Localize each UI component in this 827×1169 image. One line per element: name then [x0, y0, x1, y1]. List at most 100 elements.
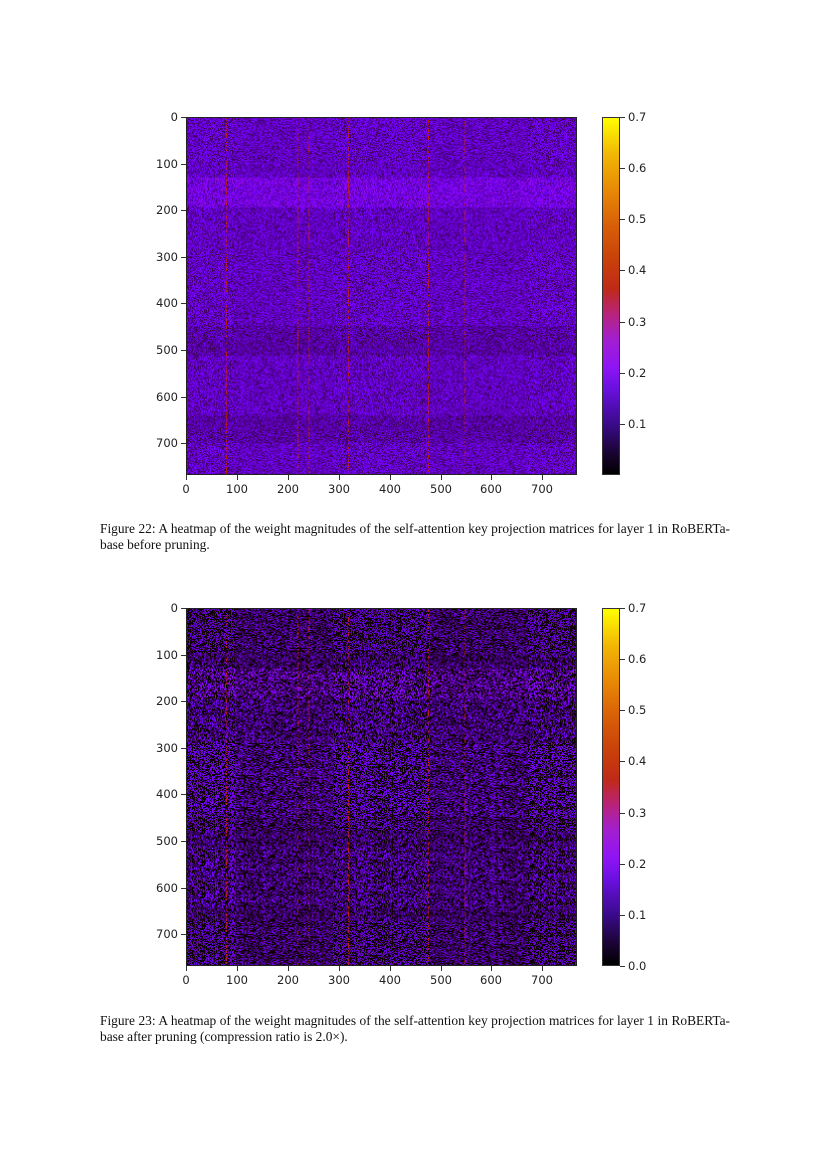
y-tick — [181, 934, 186, 935]
x-tick-label: 400 — [379, 973, 401, 987]
colorbar-tick-label: 0.7 — [628, 601, 647, 615]
colorbar-tick — [620, 761, 625, 762]
x-tick — [390, 966, 391, 971]
y-tick — [181, 350, 186, 351]
colorbar — [602, 117, 620, 475]
x-tick — [237, 966, 238, 971]
x-tick — [339, 475, 340, 480]
y-tick-label: 200 — [156, 203, 178, 217]
x-tick — [186, 475, 187, 480]
y-tick — [181, 608, 186, 609]
colorbar-tick-label: 0.6 — [628, 161, 647, 175]
colorbar-tick — [620, 373, 625, 374]
figure-caption: Figure 22: A heatmap of the weight magni… — [100, 521, 730, 552]
colorbar-tick-label: 0.2 — [628, 857, 647, 871]
colorbar-tick-label: 0.4 — [628, 754, 647, 768]
x-tick — [288, 475, 289, 480]
x-tick-label: 0 — [182, 973, 190, 987]
y-tick-label: 200 — [156, 694, 178, 708]
colorbar-tick — [620, 117, 625, 118]
x-tick — [491, 966, 492, 971]
y-tick — [181, 303, 186, 304]
heatmap-before-pruning — [186, 117, 577, 475]
colorbar-tick — [620, 813, 625, 814]
x-tick-label: 500 — [430, 973, 452, 987]
colorbar-tick — [620, 168, 625, 169]
y-tick-label: 400 — [156, 296, 178, 310]
y-tick-label: 0 — [170, 601, 178, 615]
colorbar-tick-label: 0.2 — [628, 366, 647, 380]
y-tick-label: 600 — [156, 881, 178, 895]
colorbar-tick-label: 0.5 — [628, 703, 647, 717]
x-tick — [186, 966, 187, 971]
colorbar-tick-label: 0.1 — [628, 908, 647, 922]
y-tick — [181, 257, 186, 258]
y-tick — [181, 397, 186, 398]
x-tick — [491, 475, 492, 480]
y-tick-label: 300 — [156, 250, 178, 264]
colorbar-tick-label: 0.3 — [628, 806, 647, 820]
x-tick-label: 600 — [480, 973, 502, 987]
y-tick-label: 100 — [156, 648, 178, 662]
x-tick — [542, 475, 543, 480]
colorbar-tick-label: 0.7 — [628, 110, 647, 124]
y-tick-label: 0 — [170, 110, 178, 124]
x-tick — [390, 475, 391, 480]
colorbar-tick — [620, 219, 625, 220]
colorbar-tick-label: 0.0 — [628, 959, 647, 973]
colorbar-tick — [620, 322, 625, 323]
heatmap-after-pruning — [186, 608, 577, 966]
y-tick-label: 700 — [156, 436, 178, 450]
colorbar-tick — [620, 424, 625, 425]
colorbar-tick-label: 0.6 — [628, 652, 647, 666]
colorbar-tick — [620, 608, 625, 609]
colorbar-tick-label: 0.1 — [628, 417, 647, 431]
colorbar-tick — [620, 915, 625, 916]
x-tick-label: 300 — [328, 973, 350, 987]
x-tick-label: 100 — [226, 482, 248, 496]
y-tick-label: 700 — [156, 927, 178, 941]
x-tick-label: 500 — [430, 482, 452, 496]
y-tick — [181, 701, 186, 702]
x-tick-label: 200 — [277, 482, 299, 496]
y-tick-label: 600 — [156, 390, 178, 404]
colorbar — [602, 608, 620, 966]
colorbar-tick-label: 0.3 — [628, 315, 647, 329]
y-tick — [181, 443, 186, 444]
y-tick-label: 300 — [156, 741, 178, 755]
x-tick — [441, 966, 442, 971]
x-tick-label: 400 — [379, 482, 401, 496]
x-tick-label: 0 — [182, 482, 190, 496]
y-tick-label: 400 — [156, 787, 178, 801]
x-tick — [339, 966, 340, 971]
x-tick — [542, 966, 543, 971]
y-tick — [181, 210, 186, 211]
colorbar-tick — [620, 270, 625, 271]
figure-caption: Figure 23: A heatmap of the weight magni… — [100, 1013, 730, 1044]
x-tick-label: 100 — [226, 973, 248, 987]
y-tick-label: 100 — [156, 157, 178, 171]
y-tick — [181, 841, 186, 842]
colorbar-tick — [620, 864, 625, 865]
y-tick — [181, 794, 186, 795]
x-tick — [288, 966, 289, 971]
x-tick-label: 300 — [328, 482, 350, 496]
x-tick — [441, 475, 442, 480]
colorbar-tick — [620, 710, 625, 711]
colorbar-tick — [620, 966, 625, 967]
x-tick-label: 700 — [531, 482, 553, 496]
y-tick — [181, 655, 186, 656]
x-tick-label: 200 — [277, 973, 299, 987]
colorbar-tick — [620, 659, 625, 660]
x-tick — [237, 475, 238, 480]
y-tick — [181, 117, 186, 118]
x-tick-label: 600 — [480, 482, 502, 496]
y-tick — [181, 888, 186, 889]
y-tick-label: 500 — [156, 834, 178, 848]
y-tick-label: 500 — [156, 343, 178, 357]
y-tick — [181, 748, 186, 749]
x-tick-label: 700 — [531, 973, 553, 987]
colorbar-tick-label: 0.5 — [628, 212, 647, 226]
y-tick — [181, 164, 186, 165]
colorbar-tick-label: 0.4 — [628, 263, 647, 277]
